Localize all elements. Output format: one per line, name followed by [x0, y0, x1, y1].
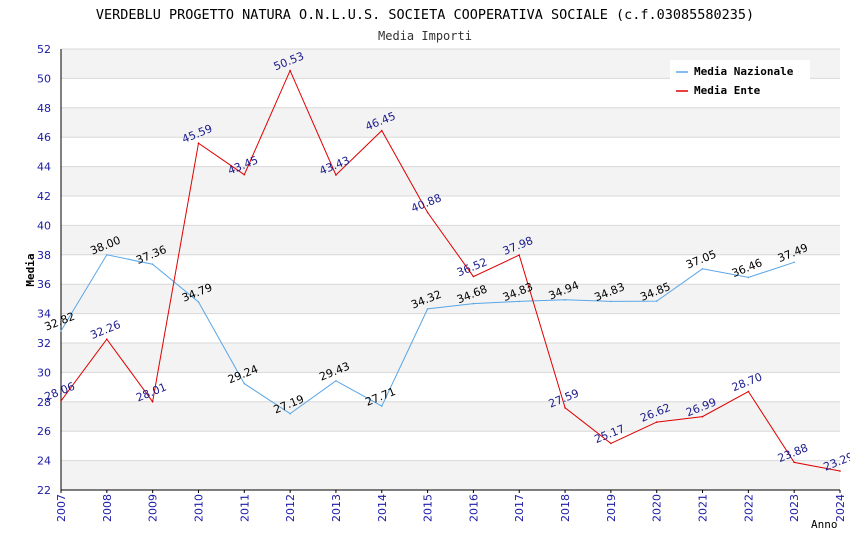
series-line-media-ente [60, 69, 841, 472]
x-tick-label: 2018 [559, 494, 572, 522]
y-tick-label: 24 [37, 455, 51, 468]
legend-label-media-nazionale: Media Nazionale [694, 65, 794, 78]
legend-box [670, 60, 810, 100]
data-point [197, 142, 200, 145]
y-tick-label: 26 [37, 425, 51, 438]
data-point [701, 415, 704, 418]
data-point [564, 298, 566, 301]
data-point [60, 400, 62, 402]
y-tick-label: 28 [37, 396, 51, 409]
x-tick-label: 2022 [742, 494, 755, 522]
grid-band [61, 401, 840, 432]
data-point [793, 461, 795, 464]
grid-band [61, 254, 840, 285]
x-tick-label: 2012 [284, 494, 297, 522]
data-point [518, 254, 521, 256]
data-point [426, 308, 429, 310]
x-tick-label: 2013 [330, 494, 343, 522]
data-point [151, 400, 154, 403]
grid-band [61, 460, 840, 490]
y-tick-label: 50 [37, 72, 51, 85]
x-tick-label: 2024 [834, 494, 847, 522]
grid-band [61, 343, 840, 373]
y-tick-label: 22 [37, 484, 51, 497]
x-tick-label: 2017 [513, 494, 526, 522]
data-point [472, 275, 475, 278]
data-point [243, 382, 246, 385]
data-point [380, 405, 383, 407]
data-point [151, 263, 154, 266]
x-tick-label: 2023 [788, 494, 801, 522]
grid-band [61, 225, 840, 255]
y-axis-label: Media [24, 253, 37, 286]
data-point [610, 300, 612, 303]
grid-band [61, 431, 840, 461]
x-tick-label: 2014 [376, 494, 389, 522]
data-point [289, 69, 291, 72]
data-point [564, 407, 566, 409]
data-point [335, 379, 337, 382]
data-point [197, 301, 200, 303]
x-tick-label: 2010 [192, 494, 205, 522]
chart-subtitle: Media Importi [378, 29, 472, 43]
grid-band [61, 313, 840, 343]
data-point [380, 129, 383, 132]
grid-lines [61, 48, 840, 491]
data-point [839, 470, 841, 472]
x-tick-label: 2007 [55, 494, 68, 522]
data-point [106, 254, 108, 256]
data-point [701, 267, 704, 270]
data-point [747, 276, 750, 279]
data-point [243, 173, 246, 176]
chart-title: VERDEBLU PROGETTO NATURA O.N.L.U.S. SOCI… [96, 7, 754, 23]
x-axis-label: Anno [811, 518, 838, 531]
data-point [610, 442, 612, 445]
y-tick-label: 34 [37, 308, 51, 321]
data-point [60, 330, 62, 332]
x-tick-label: 2019 [605, 494, 618, 522]
x-tick-label: 2021 [697, 494, 710, 522]
x-tick-label: 2020 [651, 494, 664, 522]
y-tick-label: 52 [37, 43, 51, 56]
data-point [655, 300, 658, 302]
x-tick-label: 2015 [422, 494, 435, 522]
y-tick-label: 40 [37, 219, 51, 232]
data-point [747, 390, 750, 393]
x-tick-label: 2009 [147, 494, 160, 522]
y-tick-labels: 22 24 26 28 30 32 34 36 38 40 42 44 46 48 50 52 [37, 43, 51, 497]
y-tick-label: 44 [37, 161, 51, 174]
y-tick-label: 46 [37, 131, 51, 144]
x-tick-label: 2011 [238, 494, 251, 522]
data-point [793, 261, 795, 264]
grid-band [61, 284, 840, 314]
x-tick-label: 2008 [101, 494, 114, 522]
grid-band [61, 196, 840, 226]
y-tick-label: 42 [37, 190, 51, 203]
legend-label-media-ente: Media Ente [694, 84, 761, 97]
data-point [106, 338, 108, 340]
x-tick-label: 2016 [467, 494, 480, 522]
data-point [289, 412, 291, 415]
axes [60, 49, 841, 493]
y-tick-label: 48 [37, 102, 51, 115]
series-lines [60, 69, 841, 472]
data-point [655, 421, 658, 423]
data-point [426, 211, 429, 214]
y-tick-label: 38 [37, 249, 51, 262]
data-point [472, 302, 475, 305]
grid-band [61, 137, 840, 167]
y-tick-label: 32 [37, 337, 51, 350]
grid-band [61, 372, 840, 402]
x-tick-labels: 2007 2008 2009 2010 2011 2012 2013 2014 2015 2016… [55, 494, 847, 522]
y-tick-label: 30 [37, 366, 51, 379]
grid-bands [61, 49, 840, 490]
grid-band [61, 107, 840, 138]
data-point [518, 300, 521, 303]
grid-band [61, 166, 840, 196]
legend: Media Nazionale Media Ente [670, 60, 810, 100]
y-tick-label: 36 [37, 278, 51, 291]
data-point [335, 174, 337, 176]
